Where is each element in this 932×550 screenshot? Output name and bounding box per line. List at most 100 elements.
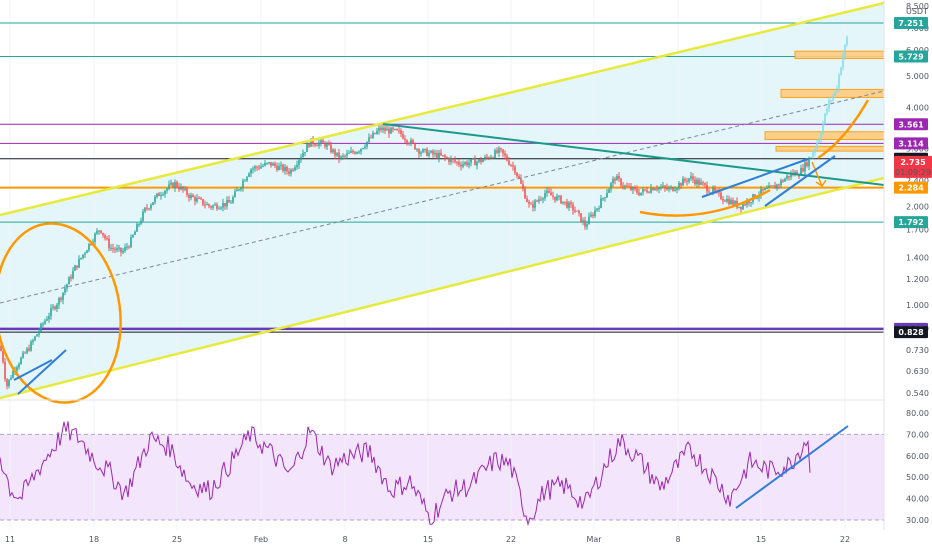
candle-body	[738, 206, 740, 208]
candle-body	[162, 194, 164, 196]
candle-body	[10, 377, 12, 380]
candle-body	[22, 352, 24, 358]
candle-body	[662, 185, 664, 188]
candle-body	[140, 220, 142, 224]
candle-body	[442, 155, 444, 157]
candle-body	[88, 243, 90, 251]
y-tick-label: 1.400	[906, 253, 929, 262]
candle-body	[352, 151, 354, 153]
candle-body	[560, 195, 562, 204]
candle-body	[428, 152, 430, 156]
candle-body	[242, 180, 244, 188]
candle-body	[456, 161, 458, 163]
candle-body	[60, 298, 62, 300]
candle-body	[514, 166, 516, 173]
candle-body	[838, 75, 840, 89]
candle-body	[576, 210, 578, 212]
x-tick-label: Mar	[586, 535, 602, 544]
candle-body	[664, 185, 666, 188]
candle-body	[446, 157, 448, 159]
price-tag	[894, 17, 928, 29]
candle-body	[748, 200, 750, 204]
blue-triangle-bottom	[764, 155, 836, 207]
candle-body	[600, 198, 602, 208]
candle-body	[512, 165, 514, 167]
candle-body	[542, 198, 544, 200]
candle-body	[192, 194, 194, 197]
candle-body	[216, 204, 218, 209]
x-tick-label: 15	[756, 535, 766, 544]
x-tick-label: 8	[675, 535, 680, 544]
candle-body	[296, 164, 298, 168]
candle-body	[484, 156, 486, 160]
candle-body	[66, 284, 68, 289]
candle-body	[228, 200, 230, 203]
candle-body	[578, 210, 580, 214]
candle-body	[376, 130, 378, 134]
candle-body	[432, 150, 434, 155]
candle-body	[388, 128, 390, 134]
candle-body	[834, 91, 836, 96]
candle-body	[110, 247, 112, 249]
candle-body	[128, 246, 130, 248]
candle-body	[654, 188, 656, 191]
candle-body	[584, 220, 586, 227]
candle-body	[468, 162, 470, 166]
last-price-tag	[894, 155, 932, 178]
candle-body	[462, 164, 464, 167]
candle-body	[24, 352, 26, 354]
candle-body	[550, 192, 552, 196]
candle-body	[548, 190, 550, 193]
candle-body	[374, 132, 376, 134]
candle-body	[186, 188, 188, 195]
candle-body	[250, 169, 252, 174]
candle-body	[392, 127, 394, 130]
candle-body	[174, 181, 176, 188]
candle-body	[408, 142, 410, 144]
candle-body	[382, 127, 384, 131]
candle-body	[280, 164, 282, 166]
candle-body	[28, 348, 30, 351]
price-tag-label: 0.828	[898, 328, 924, 337]
candle-body	[350, 151, 352, 153]
candle-body	[58, 298, 60, 305]
y-tick-label: 1.000	[906, 301, 929, 310]
candle-body	[72, 270, 74, 279]
candle-body	[518, 176, 520, 179]
orange-cup	[639, 188, 771, 217]
candle-body	[112, 247, 114, 249]
last-price-label: 2.735	[900, 158, 926, 167]
price-tag	[894, 216, 928, 229]
candle-body	[122, 250, 124, 253]
price-tag	[894, 137, 928, 150]
candle-body	[322, 140, 324, 143]
candle-body	[690, 176, 692, 179]
candle-body	[644, 189, 646, 191]
candle-body	[552, 195, 554, 197]
candle-body	[700, 182, 702, 185]
candle-body	[776, 184, 778, 189]
candle-body	[760, 189, 762, 196]
y-tick-label: 0.630	[906, 367, 929, 376]
channel-top	[0, 1, 885, 217]
candle-body	[774, 185, 776, 189]
candle-body	[324, 142, 326, 147]
candle-body	[168, 184, 170, 189]
candle-body	[166, 188, 168, 191]
candle-body	[842, 56, 844, 68]
candle-body	[686, 180, 688, 182]
candle-body	[224, 202, 226, 207]
candle-body	[402, 134, 404, 139]
candle-body	[360, 148, 362, 152]
candle-body	[632, 187, 634, 190]
candle-body	[254, 166, 256, 169]
candle-body	[606, 192, 608, 198]
candle-body	[590, 214, 592, 217]
candle-body	[380, 127, 382, 131]
candle-body	[346, 153, 348, 156]
candle-body	[414, 142, 416, 150]
candle-body	[132, 234, 134, 238]
candle-body	[482, 159, 484, 163]
candle-body	[430, 150, 432, 153]
